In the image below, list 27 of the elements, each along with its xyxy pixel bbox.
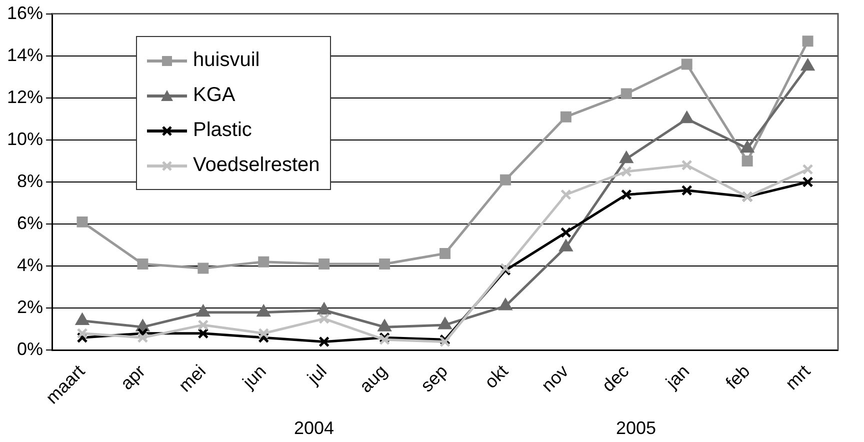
x-tick-label: apr [116, 361, 150, 394]
y-tick-label: 8% [17, 170, 44, 191]
legend-label: KGA [193, 84, 236, 107]
y-tick-label: 6% [17, 213, 44, 234]
x-tick-label: nov [538, 361, 572, 396]
y-tick-label: 16% [6, 2, 44, 23]
x-tick-label: jul [302, 361, 330, 389]
legend-label: Voedselresten [193, 154, 320, 177]
y-tick-label: 2% [17, 297, 44, 318]
x-tick-label: jan [661, 361, 694, 393]
legend-label: Plastic [193, 119, 252, 142]
y-tick-label: 12% [6, 86, 44, 107]
y-tick-label: 10% [6, 128, 44, 149]
legend-label: huisvuil [193, 49, 260, 72]
x-tick-label: feb [722, 361, 754, 393]
x-tick-label: mrt [782, 361, 814, 394]
x-tick-label: dec [598, 361, 633, 396]
text: 2004 [294, 418, 334, 438]
x-tick-label: sep [416, 361, 452, 396]
y-tick-label: 14% [6, 44, 44, 65]
y-tick-label: 0% [17, 339, 44, 360]
x-tick-label: aug [356, 361, 391, 396]
y-tick-label: 4% [17, 255, 44, 276]
text: 2005 [616, 418, 656, 438]
x-tick-label: jun [238, 361, 270, 393]
x-tick-label: okt [480, 361, 512, 392]
x-tick-label: mei [174, 361, 210, 396]
